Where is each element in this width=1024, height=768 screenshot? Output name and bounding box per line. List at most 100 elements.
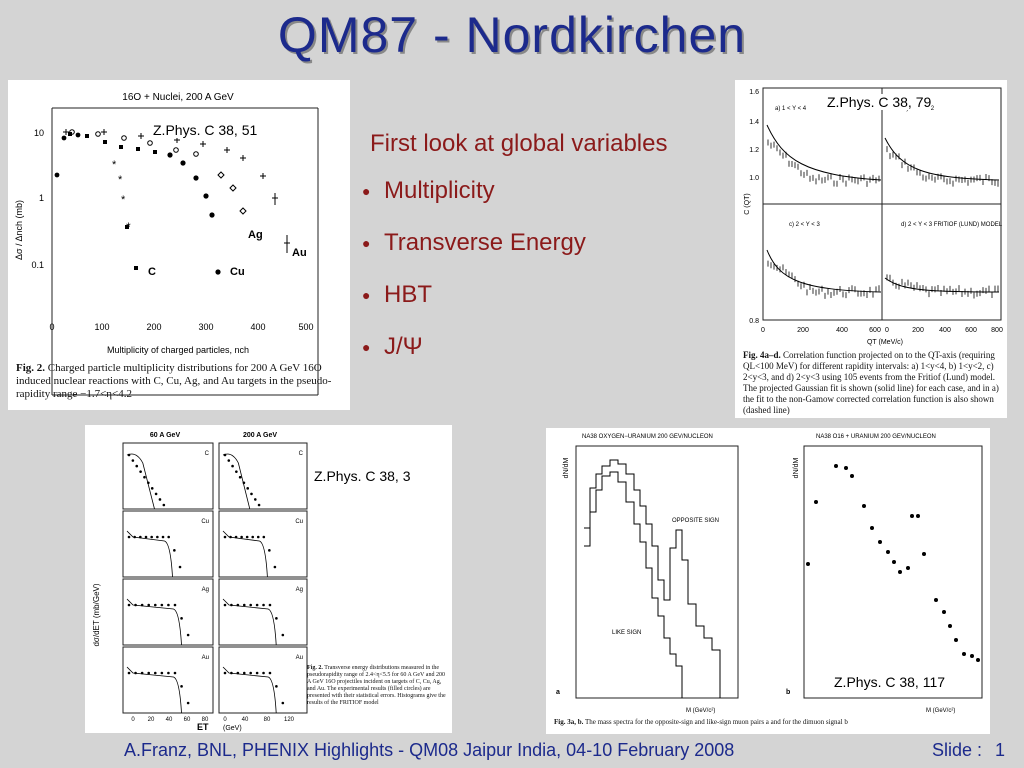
et-data-point: [268, 603, 272, 607]
et-data-point: [173, 549, 176, 552]
panel-label: d) 2 < Y < 3 FRITIOF (LUND) MODEL: [901, 222, 1003, 228]
slide-number: Slide : 1: [932, 740, 1005, 761]
et-data-point: [150, 487, 154, 490]
reference-label: Z.Phys. C 38, 117: [834, 674, 946, 690]
panel-label: c) 2 < Y < 3: [789, 222, 820, 228]
y-tick: 1.0: [749, 175, 759, 182]
x-tick: 80: [202, 717, 209, 723]
et-data-point: [154, 492, 158, 496]
caption-label: Fig. 4a–d.: [743, 350, 781, 360]
y-tick: 1.6: [749, 89, 759, 96]
x-tick: 300: [198, 322, 213, 332]
y-axis-label: dσ/dET (mb/GeV): [92, 583, 101, 646]
target-label: Au: [292, 247, 307, 259]
x-tick: 0: [223, 717, 227, 723]
svg-text:*: *: [121, 194, 126, 206]
et-data-point: [139, 470, 142, 473]
et-data-point: [230, 603, 233, 607]
et-data-point: [236, 603, 240, 607]
fritiof-histogram: [222, 598, 277, 646]
reference-label: Z.Phys. C 38, 51: [153, 122, 258, 138]
series-label: LIKE SIGN: [612, 630, 641, 636]
dimuon-point: [976, 658, 980, 662]
x-axis-label: QT (MeV/c): [867, 339, 903, 346]
target-label: Au: [202, 655, 209, 661]
slide-title: QM87 - Nordkirchen: [277, 7, 747, 63]
y-tick: 10: [34, 128, 44, 138]
et-data-point: [180, 617, 183, 620]
bullet-item: ● HBT: [362, 278, 730, 312]
et-data-point: [135, 464, 139, 468]
et-data-point: [255, 603, 259, 607]
et-data-point: [275, 685, 278, 688]
x-tick: 400: [939, 327, 951, 334]
et-data-point: [268, 671, 272, 675]
et-data-point: [127, 603, 131, 607]
et-data-point: [167, 671, 170, 675]
figure-caption: Fig. 3a, b. The mass spectra for the opp…: [554, 718, 984, 727]
plot-title: 16O + Nuclei, 200 A GeV: [122, 92, 234, 103]
et-data-point: [223, 453, 227, 457]
et-data-point: [242, 671, 246, 675]
x-tick: 0: [761, 327, 765, 334]
et-panel-frame: [218, 510, 308, 578]
caption-label: Fig. 3a, b.: [554, 718, 584, 726]
et-panel-frame: [122, 510, 214, 578]
x-tick: 600: [869, 327, 881, 334]
multiplicity-plot: 16O + Nuclei, 200 A GeV 10 1 0.1 Δσ / Δn…: [14, 92, 319, 396]
et-data-point: [255, 671, 259, 675]
et-data-point: [227, 459, 231, 462]
et-data-point: [262, 671, 265, 675]
y-axis-label: C (QT): [744, 193, 751, 214]
et-data-point: [143, 475, 146, 479]
et-data-point: [268, 549, 271, 552]
x-tick: 400: [250, 322, 265, 332]
points-ag: [69, 129, 247, 215]
et-data-point: [131, 459, 135, 462]
bullet-item: ● J/Ψ: [362, 330, 730, 364]
caption-text: Transverse energy distributions measured…: [307, 665, 446, 706]
fritiof-histogram: [126, 598, 182, 646]
target-label: Au: [296, 655, 303, 661]
multiplicity-figure: 16O + Nuclei, 200 A GeV 10 1 0.1 Δσ / Δn…: [8, 80, 350, 410]
bullet-text: Transverse Energy: [384, 229, 586, 256]
et-data-point: [180, 685, 183, 688]
et-panel-frame: [218, 646, 308, 714]
fritiof-histogram: [126, 453, 155, 510]
x-tick: 0: [131, 717, 135, 723]
dimuon-plot: NA38 OXYGEN−URANIUM 200 GEV/NUCLEON NA38…: [556, 434, 983, 714]
bullet-item: ● Transverse Energy: [362, 226, 730, 260]
dimuon-point: [942, 610, 946, 614]
et-data-point: [223, 603, 227, 607]
et-data-point: [178, 565, 182, 569]
figure-caption: Fig. 2. Transverse energy distributions …: [307, 665, 447, 707]
dimuon-point: [906, 566, 910, 570]
et-data-point: [160, 603, 164, 607]
bullet-item: ● Multiplicity: [362, 174, 730, 208]
x-tick: 100: [94, 322, 109, 332]
caption-label: Fig. 2.: [307, 665, 323, 671]
et-data-point: [140, 603, 144, 607]
x-tick: 600: [965, 327, 977, 334]
et-data-point: [257, 503, 261, 507]
et-data-point: [245, 535, 249, 539]
y-tick: 0.1: [31, 260, 44, 270]
hbt-plot: 1.6 1.4 1.2 1.0 0.8 C (QT) a) 1 < Y < 4 …: [744, 87, 1003, 346]
target-label: C: [205, 451, 210, 457]
dimuon-signal-points: [806, 464, 980, 662]
dimuon-figure: NA38 OXYGEN−URANIUM 200 GEV/NUCLEON NA38…: [546, 428, 990, 734]
right-title: NA38 O16 + URANIUM 200 GEV/NUCLEON: [816, 434, 936, 440]
et-data-point: [134, 603, 137, 607]
et-data-point: [251, 535, 255, 539]
dimuon-point: [850, 474, 854, 478]
caption-text: The mass spectra for the opposite-sign a…: [585, 718, 848, 726]
et-panel-frame: [218, 442, 308, 510]
et-data-point: [256, 535, 260, 539]
et-data-point: [230, 671, 233, 675]
et-data-point: [173, 671, 177, 675]
dimuon-point: [814, 500, 818, 504]
fritiof-histogram: [126, 666, 182, 714]
dimuon-point: [910, 514, 914, 518]
svg-text:*: *: [112, 159, 117, 171]
x-tick: 120: [284, 717, 295, 723]
